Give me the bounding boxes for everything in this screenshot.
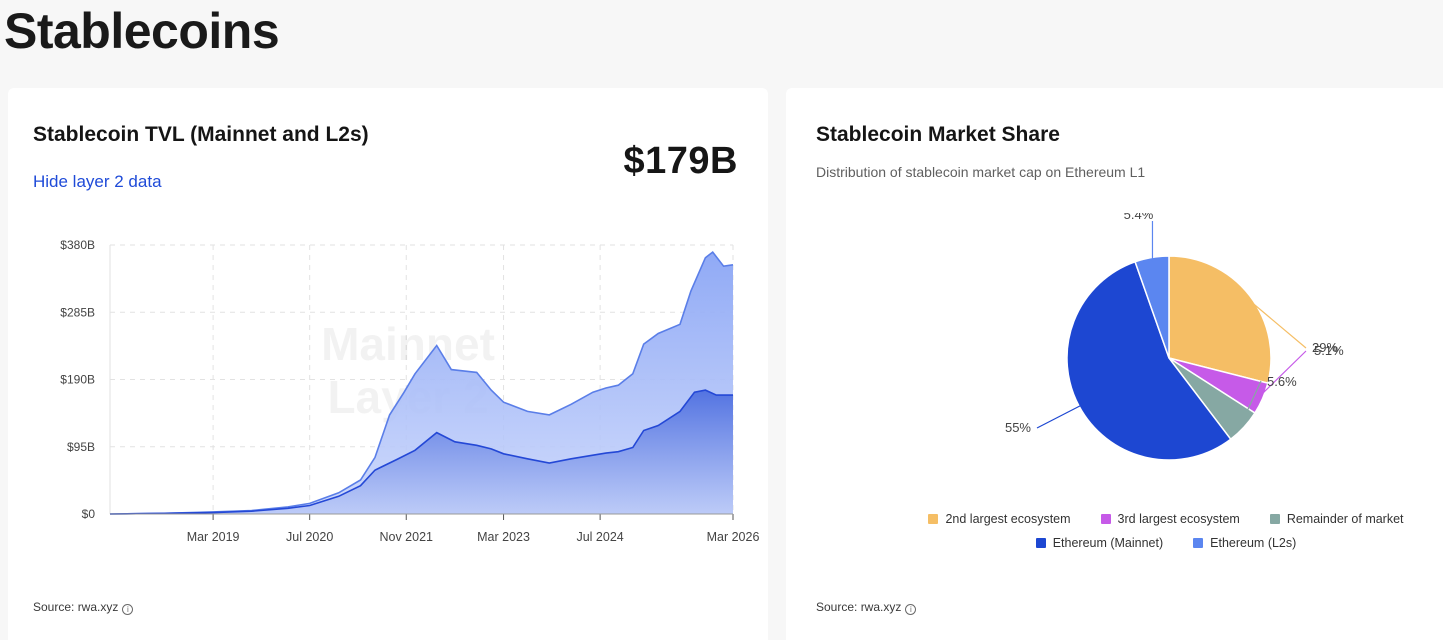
legend-item[interactable]: 2nd largest ecosystem — [928, 512, 1071, 526]
hide-layer2-link[interactable]: Hide layer 2 data — [33, 172, 162, 191]
tvl-area-chart: Mainnet Layer 2 $0$95B$190B$285B$380BMar… — [60, 238, 760, 544]
legend-swatch — [1193, 538, 1204, 548]
x-tick-label: Nov 2021 — [379, 530, 433, 544]
mainnet-area — [110, 390, 733, 514]
tvl-card-title: Stablecoin TVL (Mainnet and L2s) — [33, 123, 369, 146]
pie-slice-label: 5.6% — [1267, 374, 1297, 389]
pie-slice-label: 29% — [1312, 340, 1338, 355]
market-share-card: Stablecoin Market Share Distribution of … — [786, 88, 1443, 640]
tvl-source: Source: rwa.xyz i — [33, 600, 134, 615]
y-tick-label: $95B — [67, 440, 95, 454]
legend-label: Ethereum (L2s) — [1210, 536, 1297, 550]
info-icon[interactable]: i — [122, 604, 134, 615]
x-tick-label: Jul 2020 — [286, 530, 333, 544]
legend-item[interactable]: 3rd largest ecosystem — [1100, 512, 1240, 526]
x-tick-label: Mar 2019 — [187, 530, 240, 544]
tvl-card: Stablecoin TVL (Mainnet and L2s) Hide la… — [8, 88, 768, 640]
tvl-total-value: $179B — [623, 140, 738, 182]
legend-swatch — [928, 514, 939, 524]
legend-row: Ethereum (Mainnet) Ethereum (L2s) — [886, 536, 1443, 550]
pie-legend: 2nd largest ecosystem 3rd largest ecosyst… — [886, 512, 1443, 560]
page-title: Stablecoins — [4, 3, 280, 59]
legend-swatch — [1100, 514, 1111, 524]
y-tick-label: $0 — [82, 507, 96, 521]
layer2-area — [110, 252, 733, 514]
pie-callout-line — [1240, 380, 1262, 425]
x-tick-label: Mar 2026 — [707, 530, 760, 544]
legend-label: Remainder of market — [1286, 512, 1404, 526]
x-tick-label: Mar 2023 — [477, 530, 530, 544]
info-icon[interactable]: i — [905, 604, 917, 615]
legend-label: 2nd largest ecosystem — [945, 512, 1071, 526]
pie-slice[interactable] — [1168, 255, 1272, 385]
market-share-subtitle: Distribution of stablecoin market cap on… — [816, 164, 1146, 180]
market-share-source-text: Source: rwa.xyz — [816, 600, 902, 614]
tvl-source-text: Source: rwa.xyz — [33, 600, 119, 614]
pie-callout-line — [1245, 297, 1307, 349]
pie-callout-line — [1258, 350, 1307, 398]
market-share-source: Source: rwa.xyz i — [816, 600, 917, 615]
legend-swatch — [1269, 514, 1280, 524]
pie-slice-label: 55% — [1005, 420, 1031, 435]
market-share-pie: 29%5.1% 5.6% 55% 5.4% — [1005, 213, 1344, 461]
y-tick-label: $190B — [60, 373, 95, 387]
y-tick-label: $285B — [60, 305, 95, 319]
legend-swatch — [1035, 538, 1046, 548]
pie-slice-label: 5.1% — [1314, 343, 1344, 358]
pie-slice[interactable] — [1134, 255, 1170, 359]
market-share-title: Stablecoin Market Share — [816, 123, 1060, 146]
legend-row: 2nd largest ecosystem 3rd largest ecosyst… — [886, 512, 1443, 526]
mainnet-line — [109, 389, 733, 515]
legend-item[interactable]: Remainder of market — [1269, 512, 1404, 526]
pie-callout-line — [1036, 403, 1084, 429]
watermark-mainnet: Mainnet — [321, 318, 495, 370]
pie-slice-label: 5.4% — [1124, 213, 1154, 222]
legend-item[interactable]: Ethereum (Mainnet) — [1035, 536, 1164, 550]
y-tick-label: $380B — [60, 238, 95, 252]
layer2-line — [109, 250, 734, 515]
legend-label: Ethereum (Mainnet) — [1052, 536, 1164, 550]
x-tick-label: Jul 2024 — [576, 530, 623, 544]
legend-label: 3rd largest ecosystem — [1117, 512, 1240, 526]
legend-item[interactable]: Ethereum (L2s) — [1193, 536, 1296, 550]
